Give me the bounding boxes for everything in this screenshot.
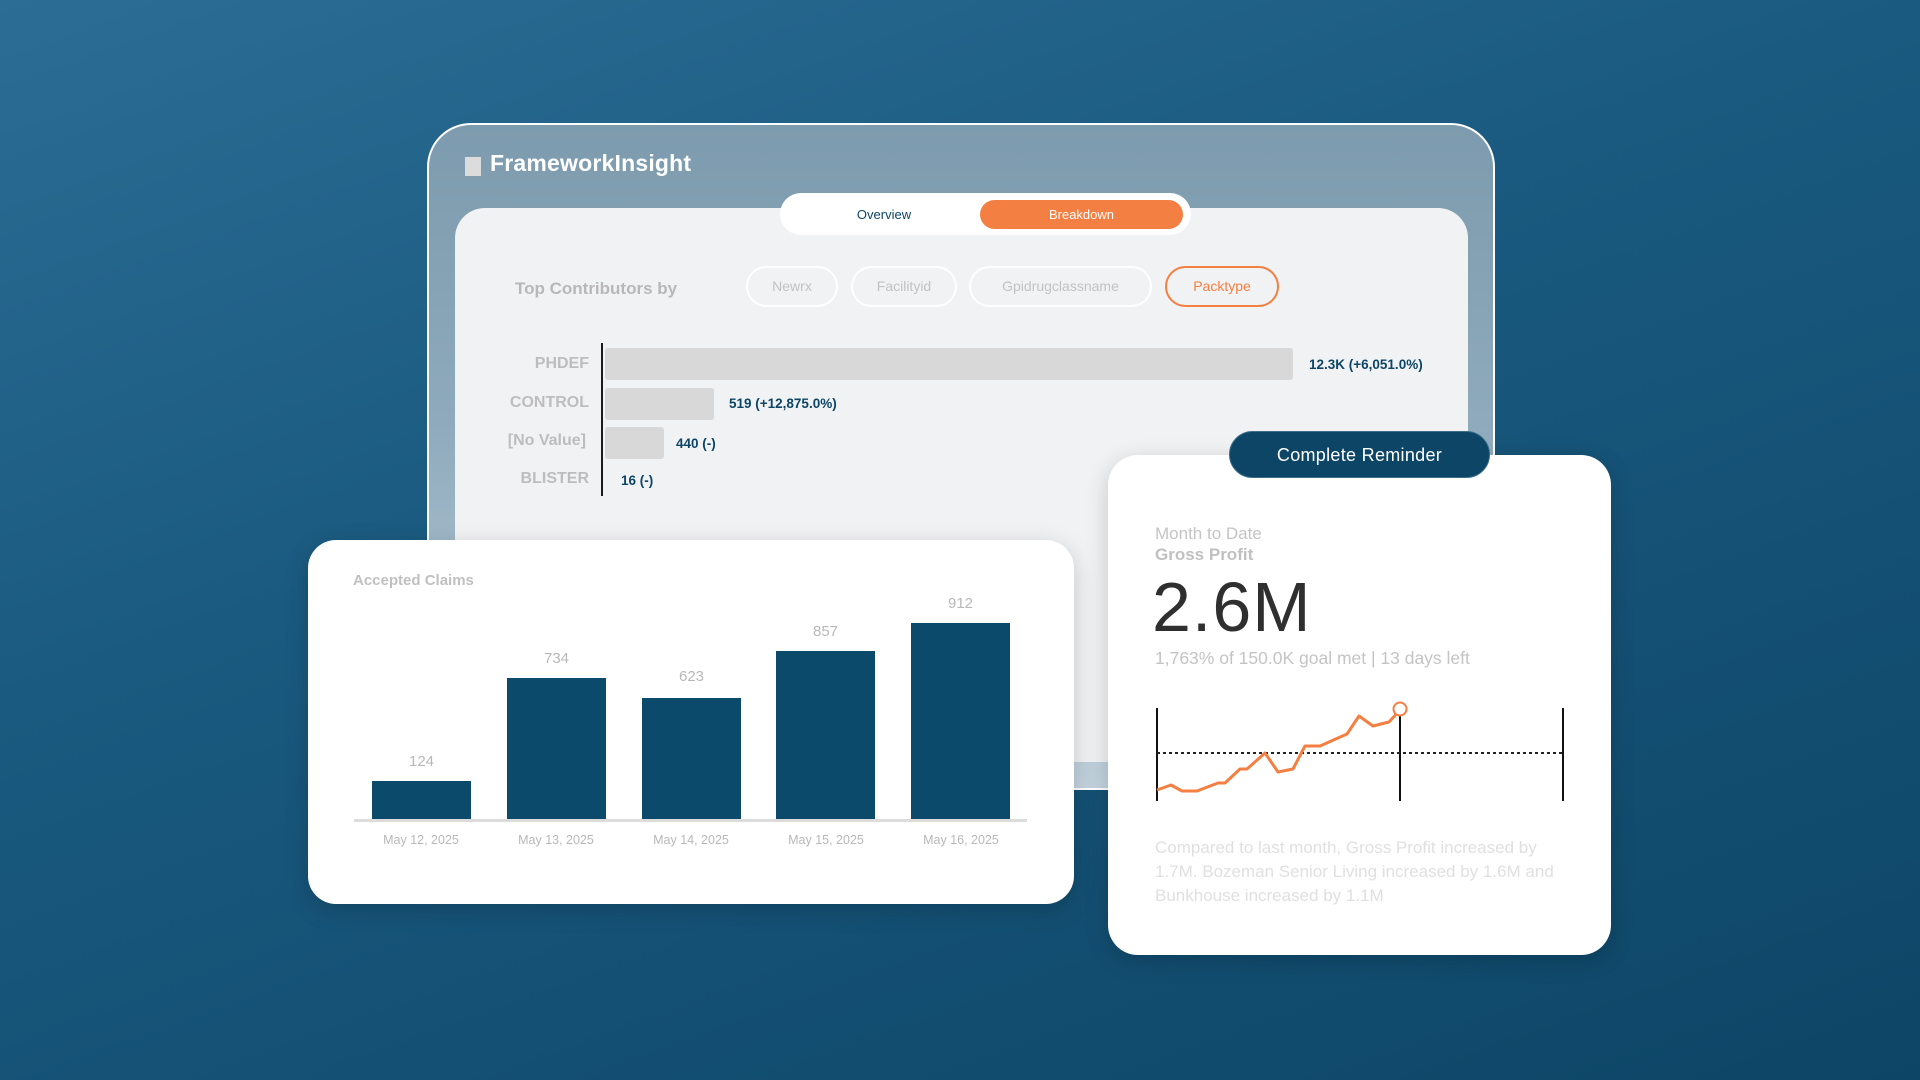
gross-profit-value: 2.6M	[1152, 568, 1312, 646]
bar-value: 912	[947, 595, 974, 612]
tab-overview[interactable]: Overview	[856, 207, 912, 222]
filter-newrx[interactable]: Newrx	[746, 266, 838, 307]
contributor-bar-control[interactable]	[605, 388, 714, 420]
metric-label: Gross Profit	[1155, 545, 1254, 564]
bar-date: May 16, 2025	[923, 833, 999, 847]
filter-facilityid[interactable]: Facilityid	[851, 266, 957, 307]
bar-date: May 12, 2025	[383, 833, 459, 847]
claims-bar[interactable]	[911, 623, 1010, 820]
category-label: CONTROL	[509, 394, 589, 411]
period-label: Month to Date	[1155, 524, 1262, 543]
gross-profit-card	[1108, 455, 1611, 955]
claims-baseline	[354, 819, 1027, 822]
top-contributors-label: Top Contributors by	[515, 279, 678, 298]
accepted-claims-title: Accepted Claims	[353, 572, 474, 589]
filter-packtype[interactable]: Packtype	[1165, 266, 1279, 307]
bar-value: 734	[543, 650, 570, 667]
bar-value: 857	[812, 623, 839, 640]
tab-breakdown[interactable]: Breakdown	[980, 200, 1183, 229]
app-title: FrameworkInsight	[490, 150, 692, 176]
claims-bar[interactable]	[776, 651, 875, 820]
contributor-value: 12.3K (+6,051.0%)	[1309, 357, 1423, 372]
current-point-marker	[1392, 701, 1408, 717]
category-label: [No Value]	[507, 432, 586, 449]
contributor-bar-phdef[interactable]	[605, 348, 1293, 380]
claims-bar[interactable]	[642, 698, 741, 820]
contributor-value: 440 (-)	[676, 436, 716, 451]
filter-gpidrugclassname[interactable]: Gpidrugclassname	[969, 266, 1152, 307]
goal-progress-text: 1,763% of 150.0K goal met | 13 days left	[1155, 648, 1470, 668]
contributor-value: 16 (-)	[621, 473, 654, 488]
bar-date: May 13, 2025	[518, 833, 594, 847]
category-label: BLISTER	[520, 470, 589, 487]
contributors-axis	[601, 343, 603, 496]
complete-reminder-button[interactable]: Complete Reminder	[1229, 431, 1490, 478]
bar-date: May 14, 2025	[653, 833, 729, 847]
contributor-bar-no-value[interactable]	[605, 427, 664, 459]
category-label: PHDEF	[534, 355, 589, 372]
gross-profit-sparkline	[1156, 701, 1564, 801]
claims-bar[interactable]	[507, 678, 606, 820]
claims-bar[interactable]	[372, 781, 471, 820]
bar-value: 124	[408, 753, 435, 770]
comparison-summary: Compared to last month, Gross Profit inc…	[1155, 838, 1554, 905]
bar-value: 623	[678, 668, 705, 685]
square-logo-icon	[465, 157, 481, 176]
bar-date: May 15, 2025	[788, 833, 864, 847]
contributor-value: 519 (+12,875.0%)	[729, 396, 837, 411]
gross-profit-trend-line	[1156, 708, 1402, 793]
view-tabs: Overview Breakdown	[780, 193, 1191, 235]
